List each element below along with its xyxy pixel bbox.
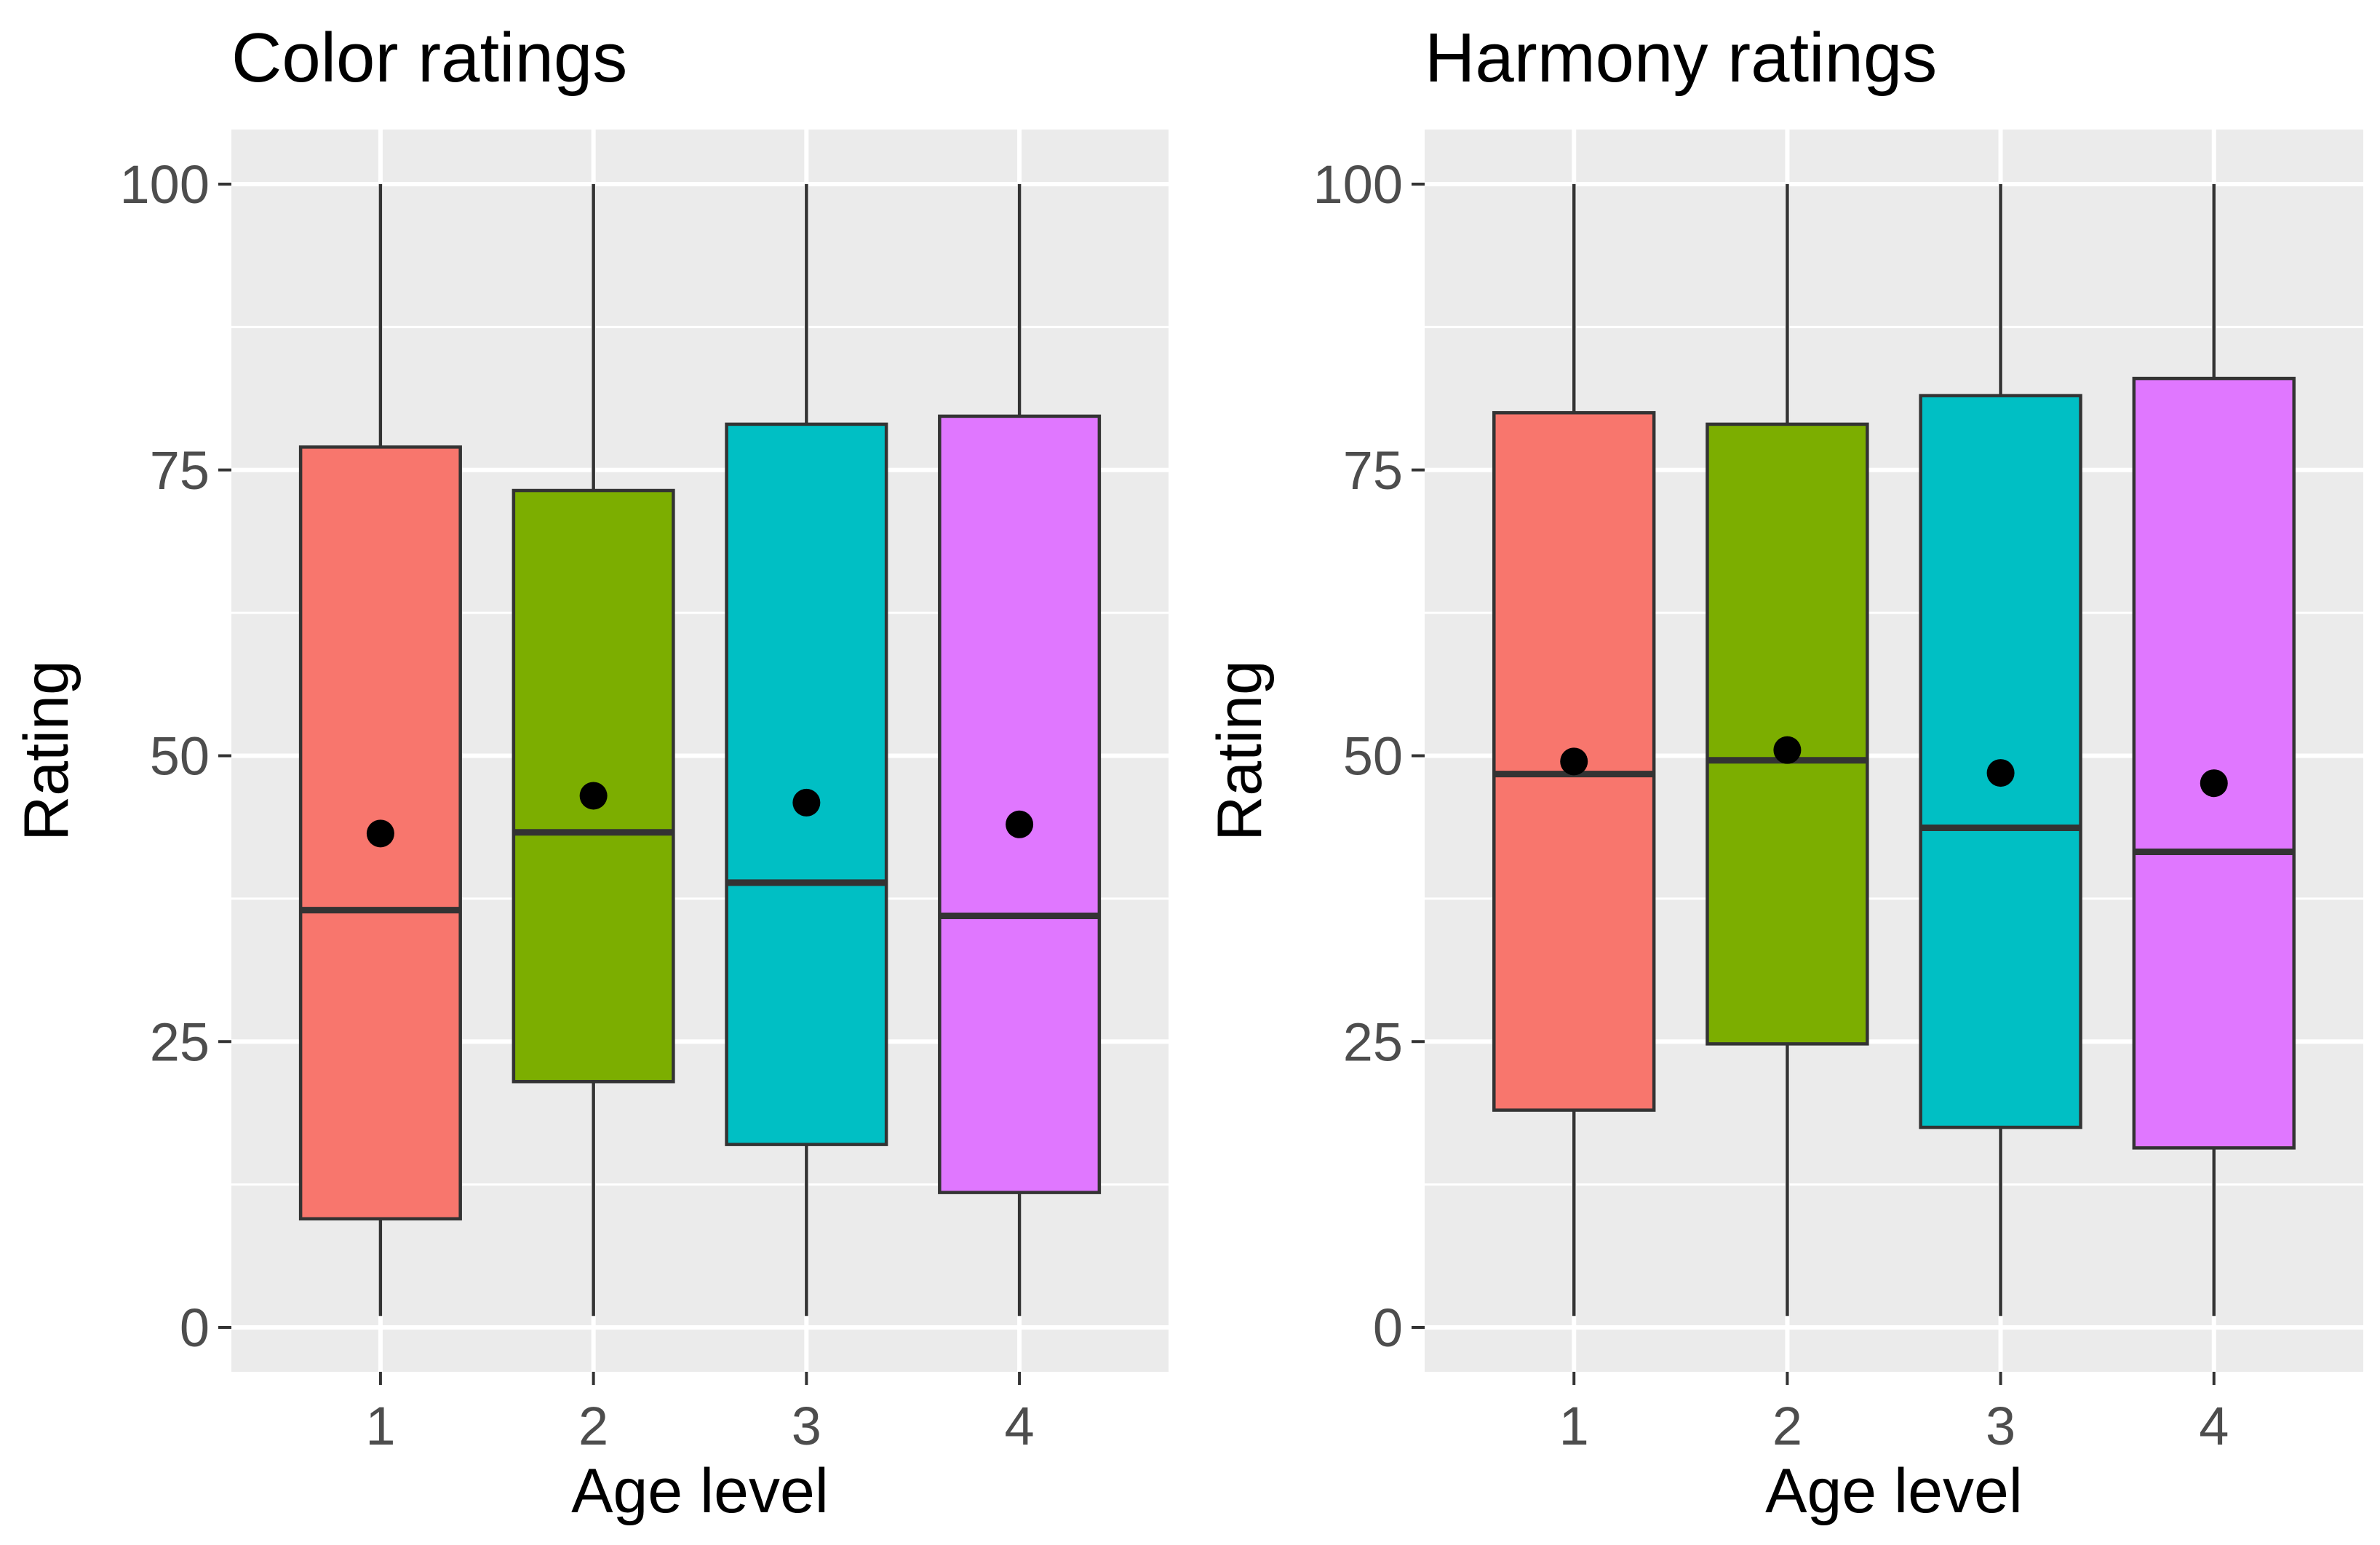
x-tick-label: 4	[2199, 1396, 2229, 1456]
box-category-4	[938, 184, 1102, 1316]
y-tick-label: 25	[150, 1012, 210, 1072]
y-tick-label: 0	[180, 1298, 210, 1358]
x-tick-label: 2	[578, 1396, 608, 1456]
mean-point	[792, 788, 821, 817]
x-tick-label: 3	[792, 1396, 821, 1456]
box-category-1	[298, 184, 462, 1316]
x-tick-label: 1	[365, 1396, 395, 1456]
box-iqr	[1706, 422, 1869, 1046]
x-tick-label: 2	[1772, 1396, 1802, 1456]
y-tick-label: 100	[120, 154, 210, 215]
box-iqr	[2132, 376, 2296, 1150]
y-tick-label: 0	[1373, 1298, 1403, 1358]
y-tick-label: 25	[1343, 1012, 1403, 1072]
box-category-2	[1706, 184, 1869, 1316]
box-category-3	[1919, 184, 2082, 1316]
x-tick-label: 3	[1986, 1396, 2015, 1456]
mean-point	[1986, 759, 2015, 787]
mean-point	[2200, 769, 2228, 798]
x-axis-title: Age level	[571, 1456, 829, 1526]
x-axis-title: Age level	[1765, 1456, 2023, 1526]
y-axis-title: Rating	[1205, 660, 1275, 841]
y-tick-label: 50	[150, 726, 210, 787]
box-category-1	[1492, 184, 1656, 1316]
box-category-3	[725, 184, 888, 1316]
y-tick-label: 75	[150, 440, 210, 501]
mean-point	[579, 782, 608, 810]
mean-point	[366, 819, 394, 848]
panel-title: Harmony ratings	[1425, 19, 1937, 97]
mean-point	[1560, 747, 1588, 776]
box-category-2	[512, 184, 675, 1316]
y-tick-label: 75	[1343, 440, 1403, 501]
y-axis-title: Rating	[12, 660, 81, 841]
x-tick-label: 1	[1559, 1396, 1589, 1456]
panel-title: Color ratings	[231, 19, 627, 97]
harmony-ratings-panel: 0 25 50 75 100 1 2 3 4 Harmony ratings Age level Ra…	[1205, 19, 2363, 1526]
mean-point	[1773, 736, 1802, 764]
y-tick-label: 100	[1313, 154, 1403, 215]
color-ratings-panel: 0 25 50 75 100 1 2 3 4 Color ratings Age level Rati…	[12, 19, 1169, 1526]
x-tick-label: 4	[1005, 1396, 1035, 1456]
y-tick-label: 50	[1343, 726, 1403, 787]
box-iqr	[725, 422, 888, 1146]
box-iqr	[938, 414, 1102, 1194]
mean-point	[1006, 810, 1034, 838]
box-category-4	[2132, 184, 2296, 1316]
